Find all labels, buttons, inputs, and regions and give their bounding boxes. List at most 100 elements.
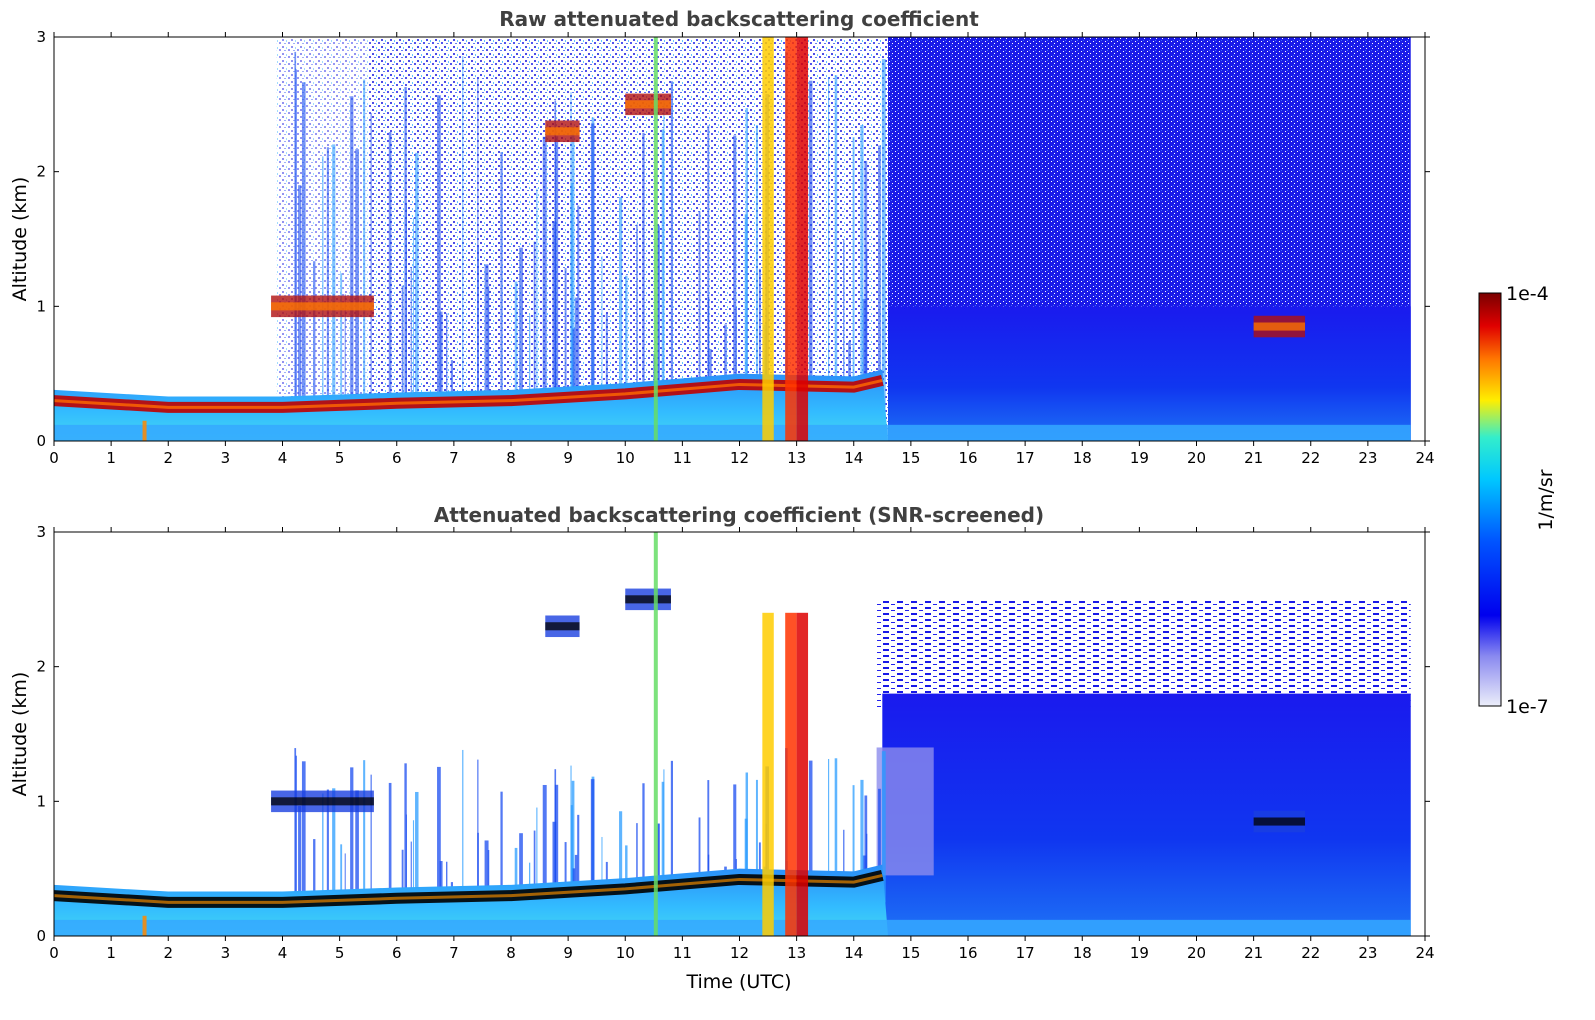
top-streak bbox=[326, 147, 329, 408]
top-streak bbox=[571, 127, 575, 408]
bottom-x-tick-label: 11 bbox=[673, 944, 692, 962]
top-streak bbox=[758, 268, 761, 408]
top-streak bbox=[601, 256, 603, 408]
bottom-precip-column bbox=[796, 612, 809, 936]
bottom-x-tick-label: 17 bbox=[1016, 944, 1035, 962]
top-streak bbox=[881, 59, 886, 408]
bottom-y-tick-label: 2 bbox=[36, 658, 46, 676]
bottom-streak bbox=[745, 772, 749, 903]
bottom-streak bbox=[733, 784, 737, 903]
top-x-tick-label: 4 bbox=[278, 449, 288, 467]
bottom-streak bbox=[370, 774, 372, 903]
top-streak bbox=[295, 69, 297, 408]
colorbar: 1e-4 1e-7 1/m/sr bbox=[1478, 283, 1557, 718]
bottom-elevated-layer-core bbox=[1253, 817, 1306, 826]
bottom-plot: 0 1 2 3 4 5 6 7 8 9 10 11 12 13 14 15 16 17 18 19 20 21 22 23 24… bbox=[36, 523, 1434, 962]
top-elevated-layer-core bbox=[625, 100, 671, 109]
top-streak bbox=[724, 324, 727, 408]
bottom-precip-column bbox=[762, 612, 774, 936]
top-x-tick-label: 16 bbox=[958, 449, 977, 467]
top-streak bbox=[340, 273, 343, 408]
bottom-streak bbox=[670, 760, 673, 903]
top-streak bbox=[477, 78, 479, 408]
bottom-streak bbox=[828, 758, 830, 903]
bottom-streak bbox=[843, 829, 845, 903]
bottom-streak bbox=[570, 805, 573, 903]
bottom-y-tick-label: 1 bbox=[36, 792, 46, 810]
bottom-x-tick-label: 21 bbox=[1244, 944, 1263, 962]
bottom-x-tick-label: 0 bbox=[49, 944, 59, 962]
top-streak bbox=[404, 86, 407, 408]
colorbar-gradient bbox=[1478, 292, 1502, 707]
top-streak bbox=[658, 225, 660, 408]
bottom-streak bbox=[636, 823, 638, 903]
top-precip-column bbox=[653, 37, 658, 441]
colorbar-unit-label: 1/m/sr bbox=[1535, 469, 1557, 530]
bottom-streak bbox=[852, 785, 855, 903]
bottom-y-axis-label: Altitude (km) bbox=[9, 672, 31, 797]
top-streak bbox=[864, 160, 868, 408]
top-streak bbox=[322, 156, 324, 408]
top-x-tick-label: 10 bbox=[616, 449, 635, 467]
top-x-tick-label: 15 bbox=[901, 449, 920, 467]
top-streak bbox=[370, 112, 372, 408]
bottom-x-tick-label: 12 bbox=[730, 944, 749, 962]
top-streak bbox=[670, 81, 673, 408]
top-x-tick-label: 23 bbox=[1358, 449, 1377, 467]
bottom-x-tick-label: 15 bbox=[901, 944, 920, 962]
top-streak bbox=[294, 51, 297, 408]
bottom-streak bbox=[864, 795, 868, 903]
top-streak bbox=[552, 221, 557, 408]
bottom-streak bbox=[340, 844, 343, 903]
top-streak bbox=[636, 224, 638, 408]
bottom-streak bbox=[401, 849, 404, 903]
bottom-x-tick-label: 23 bbox=[1358, 944, 1377, 962]
bottom-streak bbox=[437, 766, 441, 903]
bottom-streak bbox=[404, 763, 407, 903]
top-streak bbox=[574, 297, 578, 408]
top-streak bbox=[554, 136, 559, 408]
bottom-streak bbox=[808, 760, 813, 903]
bottom-streak bbox=[601, 836, 603, 903]
top-streak bbox=[707, 125, 710, 408]
bottom-streak bbox=[500, 791, 503, 903]
top-streak bbox=[848, 341, 851, 408]
bottom-streak bbox=[363, 760, 366, 903]
top-x-tick-label: 3 bbox=[221, 449, 231, 467]
bottom-streak bbox=[542, 784, 547, 903]
bottom-panel-title: Attenuated backscattering coefficient (S… bbox=[434, 503, 1044, 527]
top-streak bbox=[439, 311, 443, 408]
bottom-streak bbox=[295, 755, 297, 903]
bottom-faint-region bbox=[876, 747, 934, 876]
top-streak bbox=[313, 261, 316, 408]
top-heatmap bbox=[53, 37, 1411, 441]
top-streak bbox=[484, 264, 489, 408]
top-streak bbox=[437, 95, 441, 408]
bottom-streak bbox=[564, 842, 567, 903]
bottom-streak bbox=[519, 833, 523, 903]
top-y-tick-label: 2 bbox=[36, 163, 46, 181]
bottom-streak bbox=[554, 784, 559, 903]
top-streak bbox=[405, 204, 407, 408]
bottom-streak bbox=[344, 853, 346, 903]
top-streak bbox=[745, 108, 749, 408]
bottom-streak bbox=[412, 820, 415, 903]
bottom-bl-top-highlight bbox=[53, 873, 883, 904]
top-streak bbox=[834, 75, 838, 408]
top-streak bbox=[536, 188, 538, 408]
bottom-streak bbox=[477, 759, 479, 903]
top-streak bbox=[625, 275, 628, 408]
bottom-x-tick-label: 13 bbox=[787, 944, 806, 962]
bottom-x-tick-label: 1 bbox=[106, 944, 116, 962]
top-x-tick-label: 17 bbox=[1016, 449, 1035, 467]
bottom-x-tick-label: 20 bbox=[1187, 944, 1206, 962]
top-streak bbox=[570, 183, 573, 408]
top-streak bbox=[410, 266, 412, 408]
top-streak bbox=[450, 360, 453, 408]
top-x-tick-label: 12 bbox=[730, 449, 749, 467]
bottom-streak bbox=[514, 847, 518, 903]
top-x-tick-label: 14 bbox=[844, 449, 863, 467]
top-elevated-layer-core bbox=[1253, 322, 1306, 331]
bottom-x-tick-label: 4 bbox=[278, 944, 288, 962]
